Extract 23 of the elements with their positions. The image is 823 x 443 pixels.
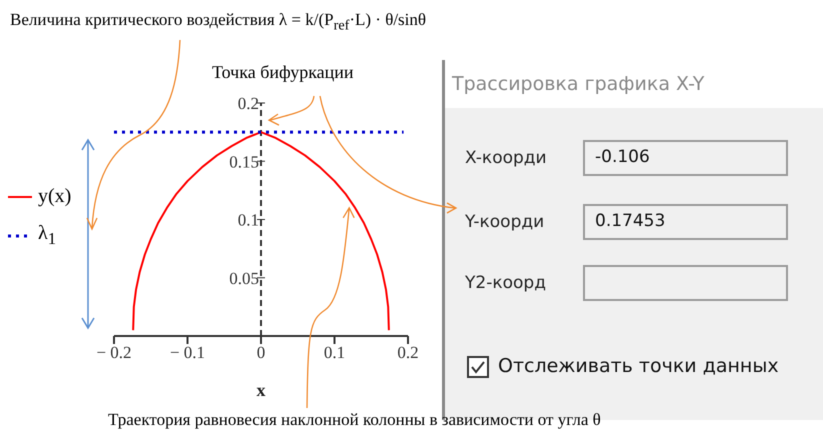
legend-label: y(x) (38, 185, 72, 208)
chart-title: Величина критического воздействия λ = k/(P$_{ref}$·L) · θ/sinθ (10, 10, 426, 34)
x-tick-label: 0 (256, 343, 266, 362)
line-series (132, 131, 390, 332)
text: Y-коорди (465, 212, 544, 232)
text: X-коорди (465, 148, 547, 168)
annotation: Траектория равновесия наклонной колонны в зависимости от угла θ (108, 410, 601, 430)
text: Отслеживать точки данных (498, 355, 779, 377)
text: Трассировка графика X-Y (452, 73, 704, 95)
x-tick-label: − 0.1 (170, 343, 206, 362)
text-field: 0.17453 (583, 204, 788, 240)
x-tick-label: 0.2 (397, 343, 419, 362)
legend-label: λ$_{1}$ (38, 222, 56, 249)
x-axis-title: x (256, 380, 266, 400)
y-tick-label: 0.05 (229, 268, 259, 288)
x-tick-label: 0.1 (324, 343, 346, 362)
y-tick-label: 0.15 (229, 152, 259, 172)
y-tick-label: 0.1 (238, 210, 259, 230)
annotation: Точка бифуркации (212, 62, 354, 83)
text-field: -0.106 (583, 140, 788, 176)
y-tick-label: 0.2 (238, 94, 259, 113)
x-tick-label: − 0.2 (96, 343, 132, 362)
text: Y2-коорд (465, 273, 546, 293)
